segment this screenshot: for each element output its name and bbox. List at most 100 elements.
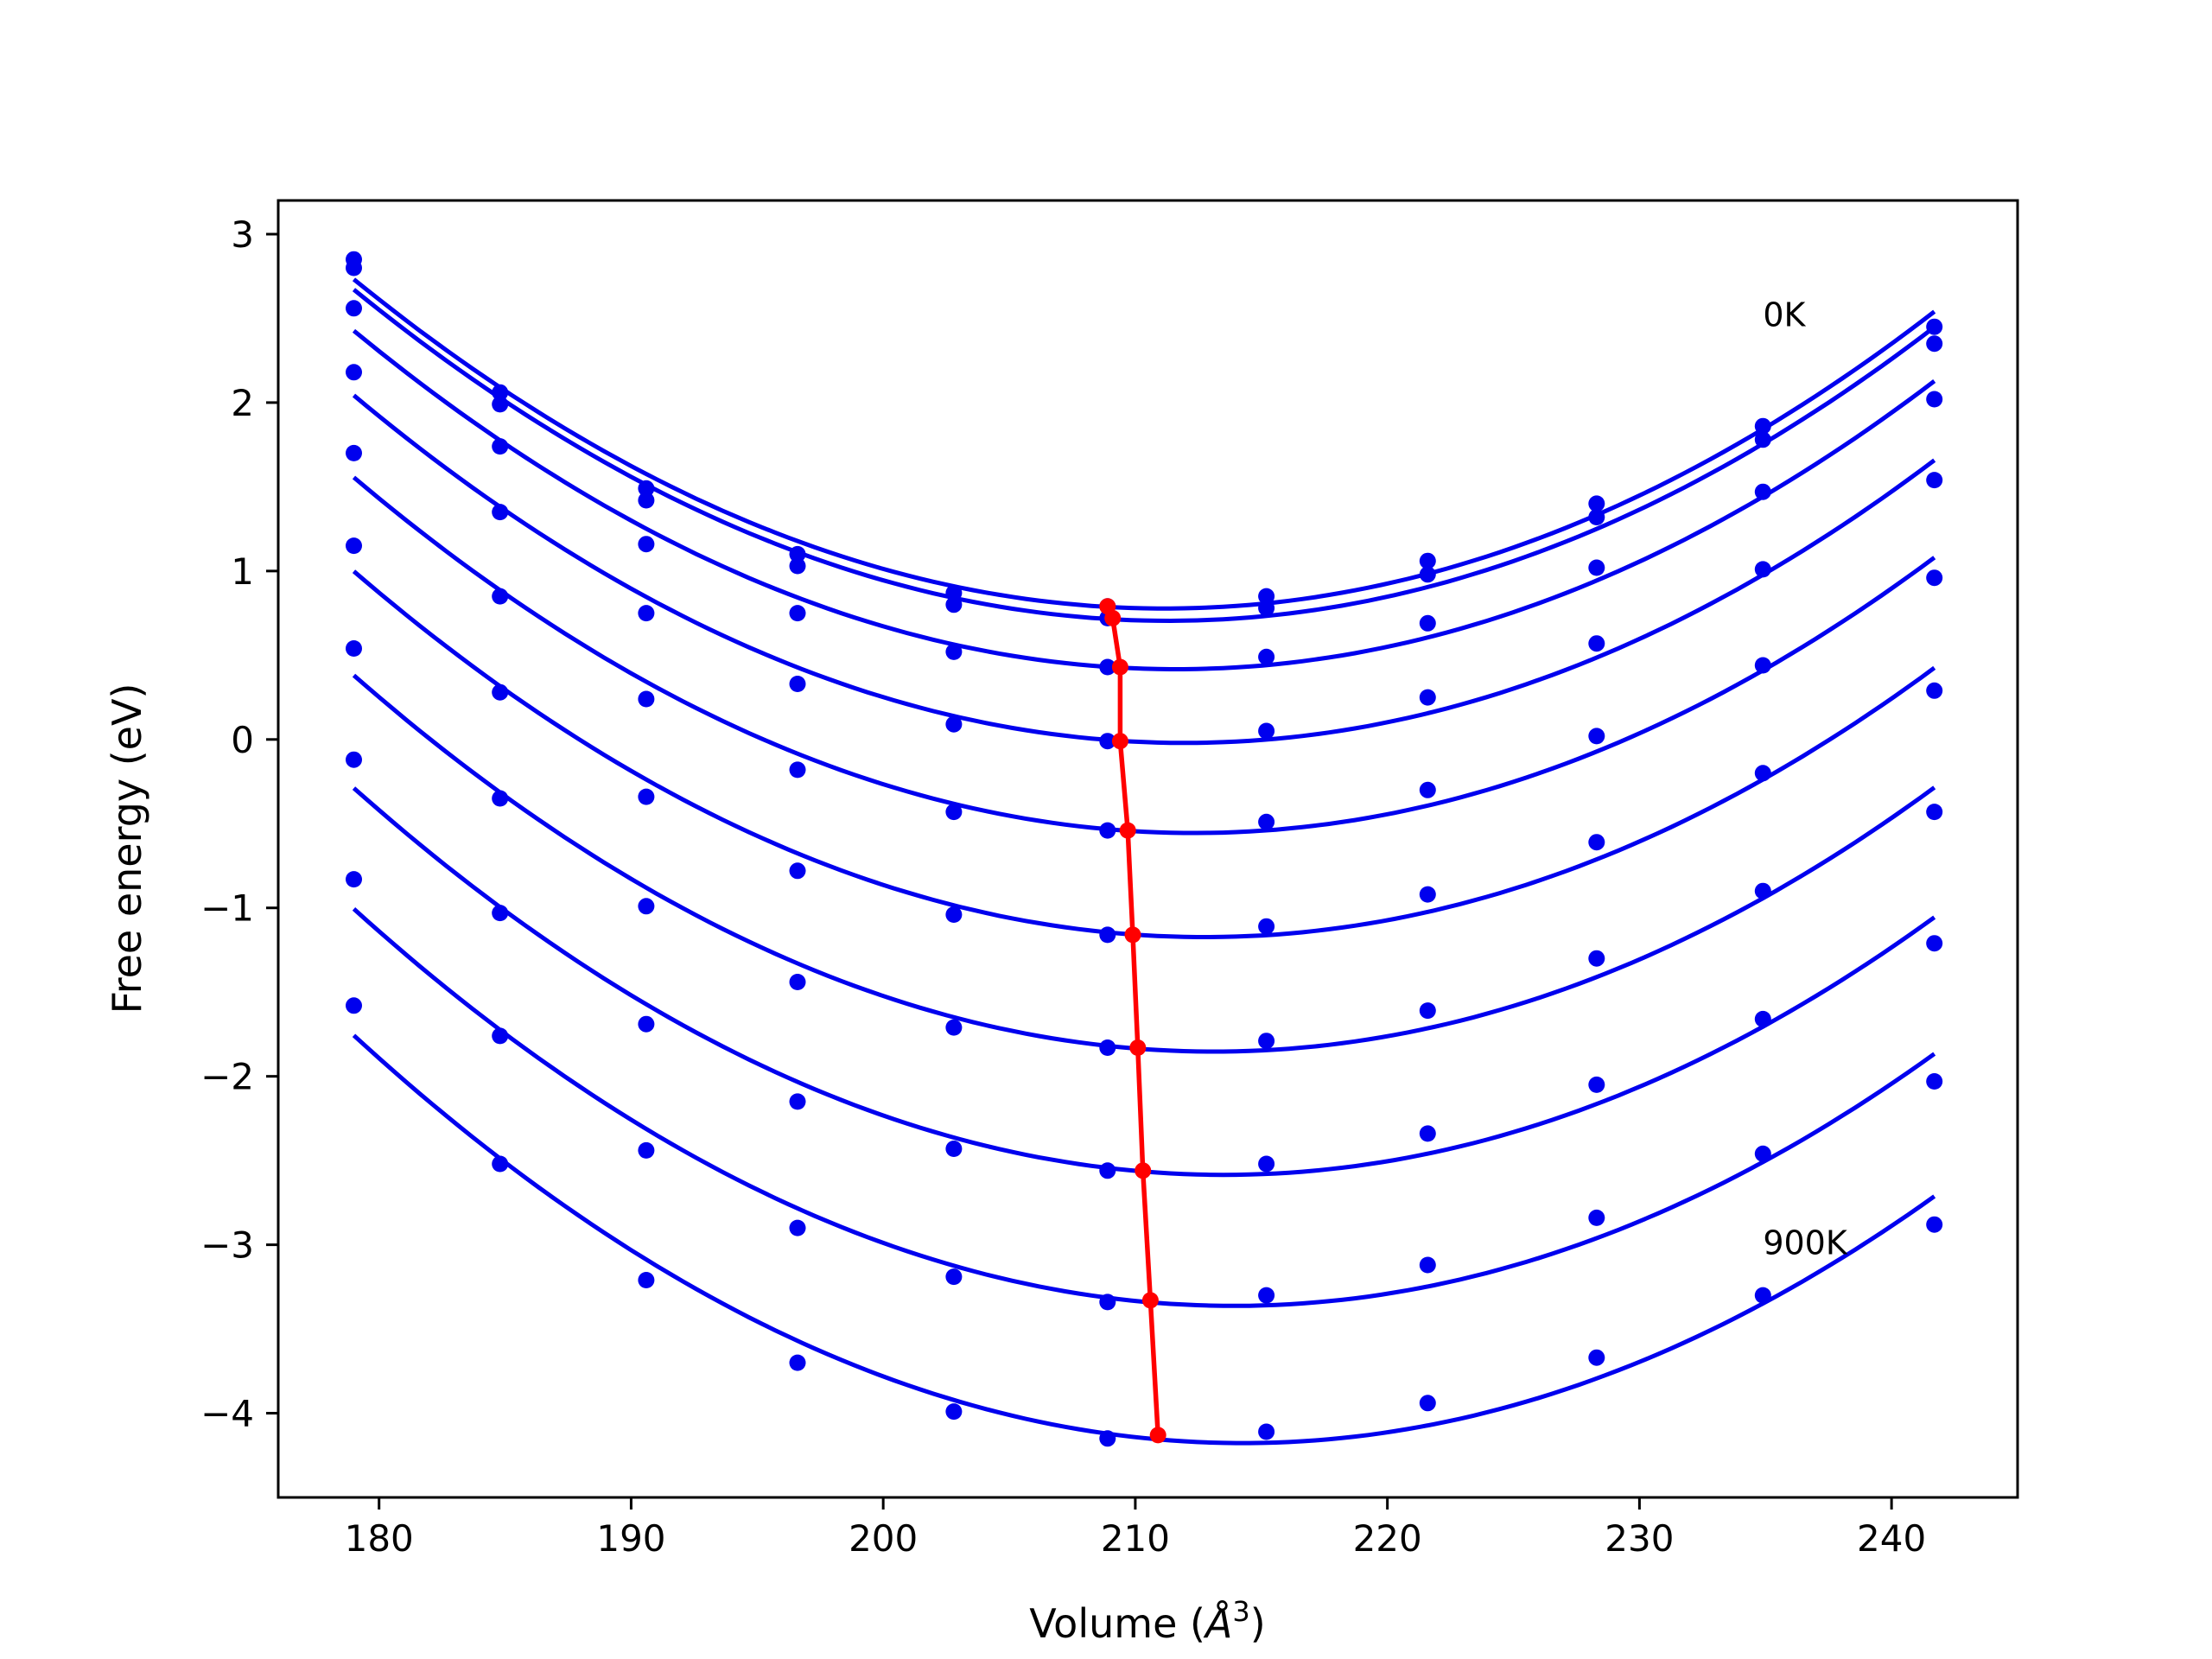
- data-point-1-10: [1926, 335, 1943, 353]
- data-point-9-9: [1754, 1287, 1771, 1304]
- data-point-7-4: [945, 1141, 963, 1157]
- data-point-4-10: [1926, 569, 1943, 587]
- data-point-9-0: [346, 997, 362, 1014]
- minimum-point-8: [1141, 1292, 1159, 1309]
- fit-curve-5: [352, 569, 1936, 939]
- data-point-8-9: [1754, 1145, 1771, 1162]
- y-tick-label-1: 1: [231, 550, 254, 593]
- data-point-2-6: [1258, 648, 1275, 665]
- data-point-5-5: [1099, 926, 1116, 944]
- data-point-7-9: [1754, 1010, 1771, 1027]
- data-point-6-8: [1588, 950, 1605, 967]
- data-point-8-1: [492, 1027, 509, 1045]
- data-point-5-10: [1926, 682, 1943, 699]
- data-point-4-3: [789, 761, 806, 779]
- data-point-7-6: [1258, 1155, 1275, 1173]
- data-point-1-3: [789, 557, 806, 575]
- data-point-0-9: [1754, 417, 1771, 435]
- data-point-1-2: [638, 492, 655, 509]
- data-point-5-9: [1754, 765, 1771, 782]
- data-point-2-0: [346, 300, 362, 317]
- data-point-5-6: [1258, 918, 1275, 935]
- data-point-3-6: [1258, 722, 1275, 740]
- data-point-4-5: [1099, 822, 1116, 839]
- data-point-6-2: [638, 898, 655, 915]
- data-point-3-7: [1419, 689, 1436, 706]
- data-point-4-9: [1754, 657, 1771, 674]
- data-point-4-0: [346, 444, 362, 461]
- plot-layer: [346, 251, 1943, 1447]
- fit-curve-4: [352, 475, 1936, 836]
- data-point-9-10: [1926, 1216, 1943, 1233]
- data-point-8-2: [638, 1141, 655, 1159]
- y-tick-label--2: −2: [200, 1056, 254, 1098]
- ticks-layer: 180 190 200 210 220 230 240 −4 −3 −2 −1 0 1 2 3: [200, 213, 1926, 1560]
- y-tick-label-0: 0: [231, 719, 254, 761]
- data-point-5-1: [492, 683, 509, 701]
- data-point-7-3: [789, 1093, 806, 1110]
- data-point-3-0: [346, 364, 362, 381]
- data-point-6-7: [1419, 1002, 1436, 1020]
- fit-curve-3: [352, 393, 1936, 746]
- data-point-1-8: [1588, 509, 1605, 525]
- x-axis-label-close: ): [1250, 1600, 1266, 1647]
- data-point-4-1: [492, 588, 509, 605]
- data-point-4-7: [1419, 781, 1436, 798]
- data-point-9-3: [789, 1354, 806, 1371]
- data-point-0-7: [1419, 552, 1436, 569]
- x-tick-label-240: 240: [1857, 1517, 1926, 1560]
- data-point-1-9: [1754, 431, 1771, 448]
- minimum-point-6: [1129, 1039, 1147, 1056]
- data-point-1-7: [1419, 566, 1436, 583]
- plot-frame: [276, 199, 2019, 1499]
- data-point-2-3: [789, 605, 806, 622]
- data-point-0-8: [1588, 495, 1605, 512]
- y-tick-label--3: −3: [200, 1224, 254, 1267]
- data-point-8-0: [346, 871, 362, 888]
- data-point-5-4: [945, 906, 963, 923]
- data-point-5-0: [346, 537, 362, 555]
- data-point-2-2: [638, 536, 655, 553]
- data-point-1-4: [945, 596, 963, 613]
- data-point-7-5: [1099, 1162, 1116, 1179]
- data-point-6-0: [346, 640, 362, 657]
- data-point-7-8: [1588, 1076, 1605, 1093]
- x-axis-label-exponent: 3: [1232, 1595, 1249, 1628]
- minimum-point-1: [1104, 609, 1122, 626]
- data-point-6-3: [789, 974, 806, 990]
- data-point-2-8: [1588, 559, 1605, 576]
- data-point-7-10: [1926, 935, 1943, 952]
- data-point-7-2: [638, 1015, 655, 1033]
- data-point-8-8: [1588, 1209, 1605, 1226]
- annotation-900k: 900K: [1763, 1224, 1848, 1262]
- data-point-7-7: [1419, 1125, 1436, 1142]
- data-point-6-10: [1926, 804, 1943, 821]
- data-point-3-10: [1926, 472, 1943, 489]
- minimum-point-9: [1149, 1427, 1166, 1444]
- data-point-1-0: [346, 259, 362, 276]
- data-point-7-0: [346, 751, 362, 768]
- minimum-point-3: [1111, 733, 1128, 750]
- y-tick-label--1: −1: [200, 887, 254, 930]
- fit-curve-9: [352, 1033, 1936, 1446]
- data-point-8-7: [1419, 1256, 1436, 1274]
- y-tick-label--4: −4: [200, 1393, 254, 1435]
- annotations-layer: 0K 900K: [1763, 296, 1848, 1262]
- data-point-6-4: [945, 1019, 963, 1036]
- data-point-0-6: [1258, 588, 1275, 605]
- data-point-2-1: [492, 438, 509, 455]
- data-point-3-1: [492, 504, 509, 521]
- annotation-0k: 0K: [1763, 296, 1806, 334]
- data-point-5-7: [1419, 886, 1436, 903]
- data-point-9-2: [638, 1272, 655, 1288]
- data-point-9-7: [1419, 1395, 1436, 1412]
- data-point-3-8: [1588, 635, 1605, 652]
- data-point-5-8: [1588, 834, 1605, 851]
- data-point-8-5: [1099, 1294, 1116, 1311]
- fit-curve-2: [352, 328, 1936, 671]
- data-point-3-5: [1099, 733, 1116, 750]
- data-point-8-10: [1926, 1073, 1943, 1090]
- data-point-3-3: [789, 676, 806, 692]
- data-point-7-1: [492, 905, 509, 922]
- data-point-4-2: [638, 690, 655, 708]
